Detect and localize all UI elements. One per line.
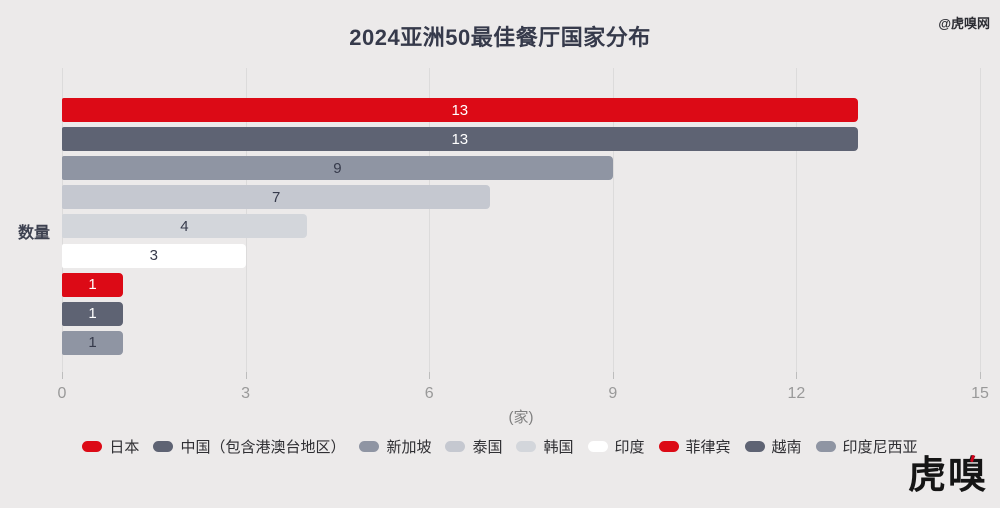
legend-swatch-icon [658, 441, 679, 452]
gridline-12 [796, 68, 798, 372]
x-tick-label-0: 0 [57, 385, 67, 402]
legend-item-label: 新加坡 [386, 439, 432, 456]
legend-item-label: 印度尼西亚 [842, 439, 918, 456]
bar-新加坡: 9 [62, 156, 613, 181]
legend-swatch-icon [815, 441, 836, 452]
bar-value-label: 9 [333, 159, 342, 177]
chart-title: 2024亚洲50最佳餐厅国家分布 [349, 25, 651, 50]
legend-swatch-icon [445, 441, 466, 452]
bar-印度: 3 [62, 243, 246, 268]
legend-swatch-icon [587, 441, 608, 452]
gridline-15 [980, 68, 981, 372]
bar-泰国: 7 [62, 185, 491, 210]
bar-越南: 1 [62, 301, 124, 326]
legend-swatch-icon [516, 441, 537, 452]
tick-mark-12 [796, 372, 798, 379]
legend-item-中国（包含港澳台地区）: 中国（包含港澳台地区） [153, 436, 345, 457]
watermark-text: @虎嗅网 [938, 16, 990, 31]
x-axis-unit-label: (家) [508, 409, 534, 426]
x-tick-label-15: 15 [971, 385, 989, 402]
legend-item-label: 日本 [109, 439, 140, 456]
legend-item-越南: 越南 [744, 436, 802, 457]
legend-item-label: 韩国 [543, 439, 574, 456]
legend-item-新加坡: 新加坡 [359, 436, 431, 457]
bar-value-label: 1 [88, 334, 97, 352]
bar-菲律宾: 1 [62, 272, 124, 297]
gridline-9 [612, 68, 614, 372]
brand-logo-text: 虎嗅 [907, 455, 988, 498]
x-tick-label-6: 6 [424, 385, 434, 402]
legend-item-label: 中国（包含港澳台地区） [180, 439, 346, 456]
x-tick-label-12: 12 [787, 385, 806, 402]
bar-value-label: 1 [88, 305, 97, 323]
gridline-6 [429, 68, 431, 372]
legend-item-label: 泰国 [472, 439, 503, 456]
bar-value-label: 13 [451, 101, 469, 119]
tick-mark-15 [980, 372, 981, 379]
legend-item-泰国: 泰国 [445, 436, 502, 457]
legend-swatch-icon [744, 441, 765, 452]
legend-item-韩国: 韩国 [516, 436, 574, 457]
legend-swatch-icon [153, 441, 174, 452]
legend-item-日本: 日本 [82, 436, 139, 457]
tick-mark-0 [62, 372, 63, 379]
bar-日本: 13 [62, 98, 858, 122]
bar-value-label: 4 [180, 217, 189, 235]
legend-swatch-icon [359, 441, 380, 452]
x-tick-label-9: 9 [608, 385, 618, 402]
x-tick-label-3: 3 [241, 385, 251, 402]
legend-item-label: 越南 [771, 439, 802, 456]
plot-area: 13 13 9 7 4 3 1 1 1 [62, 68, 981, 379]
bar-value-label: 3 [149, 247, 158, 264]
y-axis-label: 数量 [18, 225, 51, 242]
bar-印度尼西亚: 1 [62, 330, 124, 355]
bar-value-label: 7 [272, 188, 281, 206]
tick-mark-3 [245, 372, 247, 379]
bar-value-label: 13 [451, 130, 469, 148]
bar-韩国: 4 [62, 214, 307, 239]
x-axis-tick-labels: 0 3 6 9 12 15 [58, 385, 989, 403]
legend-item-label: 印度 [614, 439, 645, 456]
legend-item-印度尼西亚: 印度尼西亚 [815, 436, 918, 457]
bar-value-label: 1 [88, 276, 97, 294]
tick-mark-6 [429, 372, 431, 379]
legend-swatch-icon [82, 441, 103, 452]
legend-item-菲律宾: 菲律宾 [658, 436, 731, 457]
tick-mark-9 [612, 372, 614, 379]
legend-item-印度: 印度 [587, 436, 645, 457]
bar-中国（包含港澳台地区）: 13 [62, 127, 858, 152]
legend-item-label: 菲律宾 [685, 439, 731, 456]
brand-logo: 虎嗅 [908, 454, 988, 500]
legend: 日本 中国（包含港澳台地区） 新加坡 泰国 韩国 印度 菲律宾 越南 印度尼西亚 [0, 436, 1000, 457]
